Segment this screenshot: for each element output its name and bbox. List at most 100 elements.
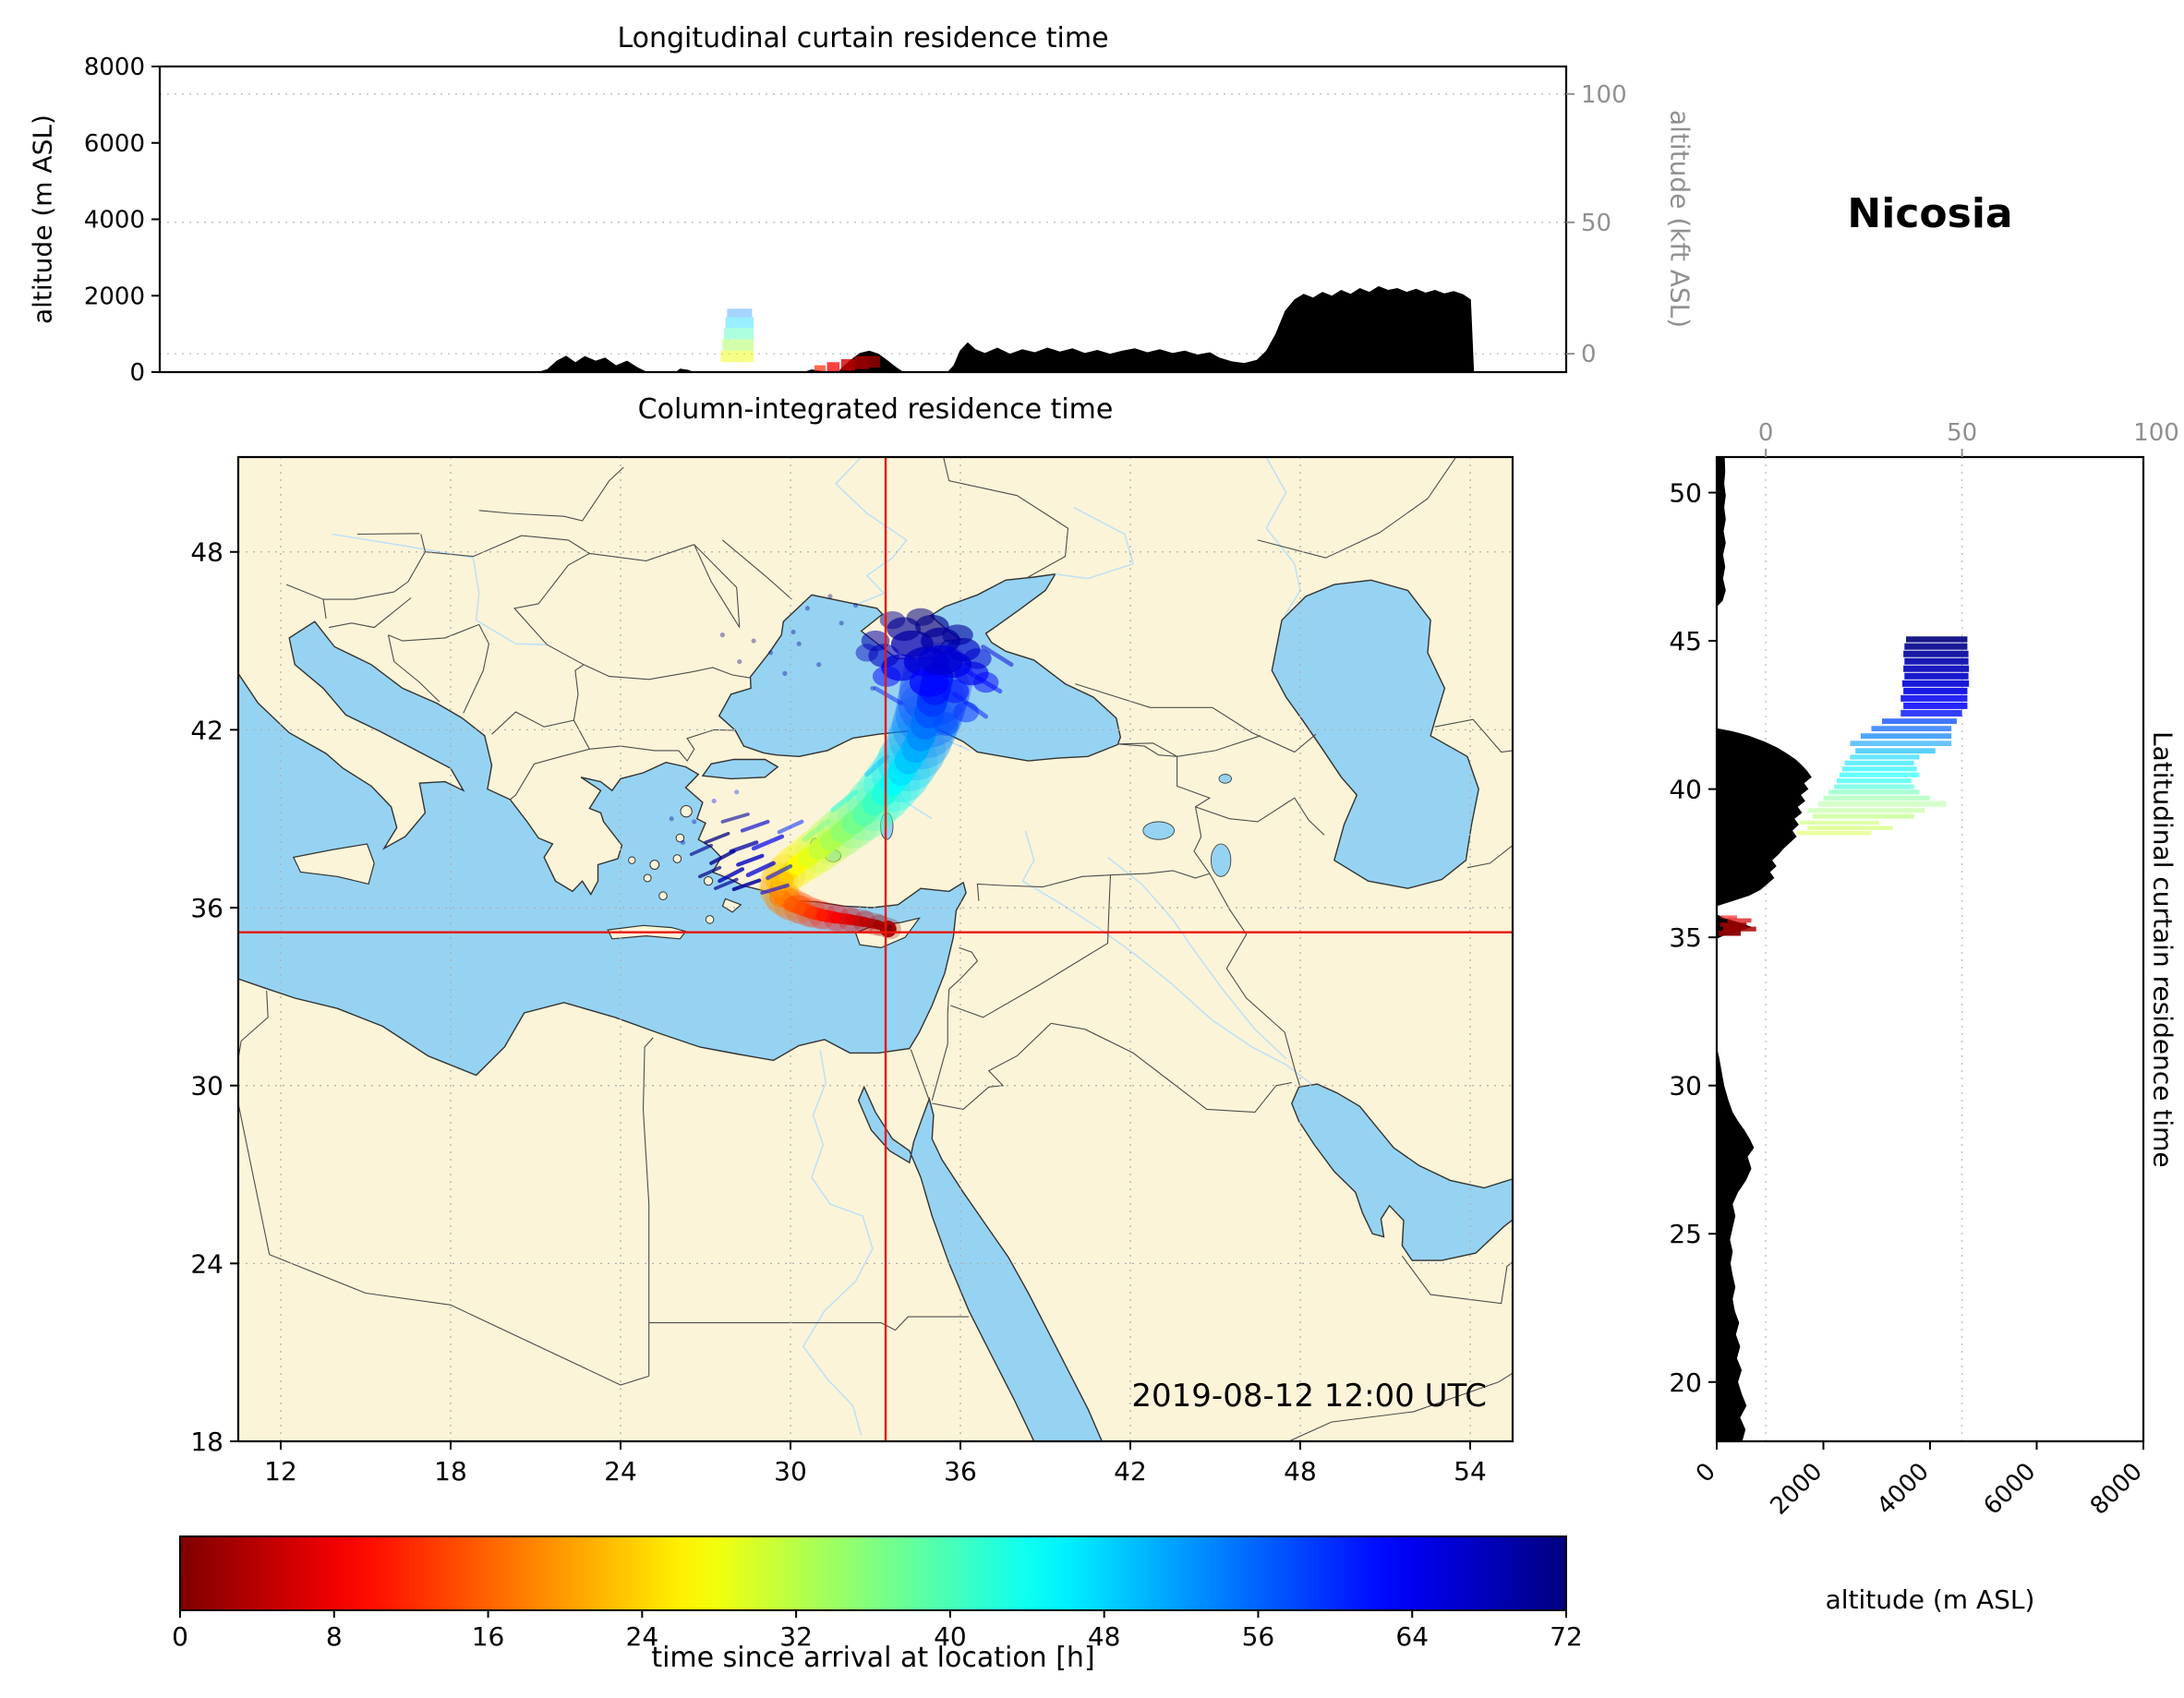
plume-speckle <box>734 789 740 795</box>
residence-patch <box>1807 825 1893 830</box>
country-border <box>1051 1022 1292 1114</box>
residence-patch <box>1903 665 1970 672</box>
plume-streak <box>698 865 722 879</box>
residence-patch <box>1796 830 1872 836</box>
plume-streak <box>873 686 903 705</box>
altitude-tick-label: 2000 <box>84 283 145 310</box>
plume-streak <box>952 692 989 719</box>
colorbar-tick-label: 48 <box>1088 1621 1121 1648</box>
map-timestamp: 2019-08-12 12:00 UTC <box>1131 1378 1487 1415</box>
residence-patch <box>1817 801 1947 807</box>
plume-speckle <box>796 641 802 646</box>
kft-tick-label: 0 <box>1758 419 1774 447</box>
altitude-tick-label: 0 <box>1691 1458 1721 1488</box>
lat-tick-label: 35 <box>1669 922 1702 953</box>
residence-patch <box>1904 643 1968 650</box>
residence-patch <box>1871 726 1952 732</box>
country-border <box>1209 873 1301 1088</box>
country-border <box>1195 797 1325 836</box>
plume-streak <box>751 834 785 851</box>
plume-streak <box>830 789 859 813</box>
residence-patch <box>1903 687 1968 694</box>
map-frame <box>236 455 1514 1443</box>
country-border <box>387 634 440 703</box>
country-border <box>976 874 1111 901</box>
island <box>705 915 715 924</box>
country-border <box>910 1049 930 1101</box>
latitudinal-panel-title: Latitudinal curtain residence time <box>2147 730 2178 1168</box>
sea-sea_of_marmara <box>701 758 779 780</box>
country-border <box>589 544 694 561</box>
island <box>649 860 660 870</box>
plume-speckle <box>827 594 833 599</box>
map-panel-title: Column-integrated residence time <box>637 393 1114 426</box>
country-border <box>648 1316 970 1331</box>
lon-tick-label: 18 <box>434 1456 467 1487</box>
island <box>672 854 682 863</box>
altitude-tick-label: 4000 <box>1872 1458 1935 1521</box>
plume-streak <box>981 644 1014 668</box>
plume-streak <box>729 840 759 854</box>
residence-patch <box>827 362 840 372</box>
altitude-tick-label: 6000 <box>84 130 145 158</box>
plume-blob <box>861 630 890 652</box>
plume-streak <box>731 878 762 892</box>
country-border <box>328 597 412 629</box>
longitudinal-content <box>160 93 1566 372</box>
country-border <box>534 745 679 765</box>
plume-blob <box>963 648 992 669</box>
colorbar-tick-label: 56 <box>1242 1621 1275 1648</box>
lake <box>880 812 894 840</box>
residence-patch <box>1841 766 1917 772</box>
longitudinal-ylabel-left: altitude (m ASL) <box>27 114 58 324</box>
plume-blob <box>783 895 813 913</box>
colorbar-gradient <box>180 1536 1566 1610</box>
lon-tick-label: 12 <box>264 1456 297 1487</box>
plume-streak <box>720 813 750 824</box>
colorbar-tick-label: 40 <box>934 1621 967 1648</box>
plume-speckle <box>767 650 774 656</box>
country-border <box>463 624 489 714</box>
country-border <box>269 1254 649 1386</box>
plume-speckle <box>680 839 686 846</box>
plume-speckle <box>751 638 756 644</box>
kft-tick-label: 0 <box>1581 341 1597 368</box>
lat-tick-label: 30 <box>1669 1071 1702 1102</box>
map-panel: 12 18 24 30 36 42 48 54 18 24 30 36 42 48 <box>190 455 1514 1487</box>
country-border <box>425 535 590 558</box>
river <box>802 1050 874 1436</box>
country-border <box>356 533 420 536</box>
colorbar-tick-label: 16 <box>472 1621 505 1648</box>
country-border <box>931 989 950 1101</box>
residence-patch <box>1901 680 1970 687</box>
lake <box>1218 774 1232 784</box>
country-border <box>1434 718 1513 753</box>
plume-streak <box>745 861 776 878</box>
country-border <box>694 544 741 628</box>
residence-patch <box>1727 918 1752 923</box>
kft-tick-label: 100 <box>1581 81 1627 109</box>
residence-patch <box>1904 657 1969 665</box>
residence-patch <box>1855 748 1936 754</box>
plume-speckle <box>870 685 875 692</box>
residence-patch <box>727 308 753 318</box>
colorbar-frame <box>179 1535 1567 1611</box>
lon-tick-label: 42 <box>1114 1456 1147 1487</box>
country-border <box>1288 1372 1513 1441</box>
plume-speckle <box>669 816 674 822</box>
country-border <box>1110 870 1211 879</box>
country-border <box>642 1037 654 1377</box>
plume-speckle <box>839 620 844 626</box>
kft-tick-label: 100 <box>2133 419 2179 447</box>
island <box>628 856 636 864</box>
lat-tick-label: 45 <box>1669 626 1702 656</box>
residence-patch <box>722 339 754 351</box>
country-border <box>694 544 741 628</box>
lat-tick-label: 18 <box>190 1427 223 1457</box>
country-border <box>238 990 269 1059</box>
colorbar-tick-label: 72 <box>1550 1621 1583 1648</box>
longitudinal-curtain-panel: 0 2000 4000 6000 8000 0 50 100 <box>84 54 1627 387</box>
country-border <box>238 1102 271 1255</box>
plume-streak <box>760 883 790 895</box>
